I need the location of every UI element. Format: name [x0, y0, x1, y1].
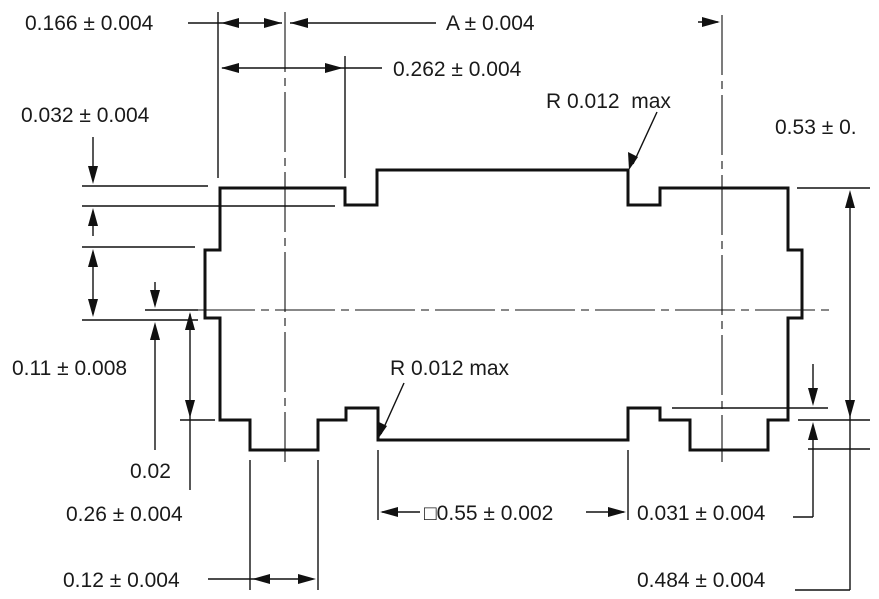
extension-lines — [82, 12, 870, 590]
dim-label-055: □0.55 ± 0.002 — [424, 502, 553, 525]
dim-label-0031: 0.031 ± 0.004 — [637, 502, 766, 525]
dim-label-002: 0.02 — [130, 460, 171, 483]
radius-label-top: R 0.012 max — [546, 90, 671, 113]
dim-label-0262: 0.262 ± 0.004 — [393, 58, 522, 81]
dim-label-0484: 0.484 ± 0.004 — [637, 569, 766, 592]
dim-label-026: 0.26 ± 0.004 — [66, 503, 183, 526]
dim-label-012: 0.12 ± 0.004 — [63, 569, 180, 592]
dim-label-011: 0.11 ± 0.008 — [12, 357, 127, 380]
radius-label-bottom: R 0.012 max — [390, 357, 510, 380]
dim-label-0032: 0.032 ± 0.004 — [21, 104, 150, 127]
arrowheads — [88, 17, 855, 584]
dim-label-a: A ± 0.004 — [446, 12, 535, 35]
dim-label-0166: 0.166 ± 0.004 — [25, 12, 154, 35]
part-outline — [203, 168, 804, 452]
dim-label-053: 0.53 ± 0. — [775, 116, 857, 139]
